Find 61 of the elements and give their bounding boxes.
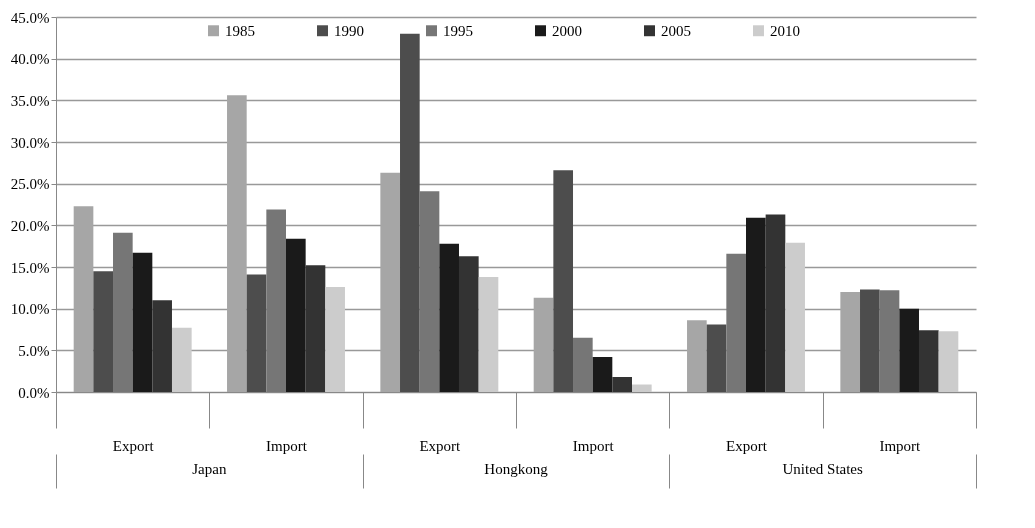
bar [840,292,861,392]
y-tick-label: 10.0% [10,301,50,318]
bar [706,324,727,392]
bar [246,274,267,392]
y-tick-label: 40.0% [10,51,50,68]
legend-label: 2010 [770,22,800,39]
y-tick-label: 35.0% [10,92,50,109]
x-tick-label: Export [419,437,462,454]
x-tick-label: Import [266,437,308,454]
bar [918,330,939,392]
bar [266,209,286,392]
bar [631,384,652,392]
bar [687,320,707,392]
bar [765,214,786,392]
x-tick-label: Import [572,437,615,454]
bar [400,33,420,392]
bar [592,357,613,392]
x-tick-label: Export [726,437,768,454]
bar [73,206,94,392]
legend-label: 1995 [443,22,473,39]
bar [533,297,554,392]
text: Hongkong [484,461,549,477]
bar [860,289,880,392]
y-tick-label: 0.0% [18,384,50,401]
bar [171,327,192,392]
bar [227,95,247,392]
bar [380,172,401,392]
bar [305,265,326,392]
bar [478,277,499,392]
y-tick-label: 20.0% [10,217,50,234]
bar [325,287,345,392]
bar [785,242,805,392]
bar [573,337,593,392]
legend-label: 2000 [552,22,582,39]
y-tick-label: 5.0% [18,342,50,359]
bar [458,256,479,392]
legend-label: 2005 [661,22,691,39]
bar [938,331,959,392]
bar [152,300,172,392]
text: United States [782,461,864,477]
x-tick-label: Import [879,437,922,454]
bar [612,377,632,392]
bar [553,170,574,392]
x-tick-label: Export [112,437,155,454]
bar [419,191,440,392]
y-tick-label: 30.0% [10,134,50,151]
bar [879,290,900,392]
bar [726,253,746,392]
legend-label: 1990 [334,22,364,39]
bar [132,252,153,392]
legend-label: 1985 [225,22,255,39]
text: Japan [192,461,227,477]
bar [439,243,459,392]
bar [899,308,919,392]
y-tick-label: 45.0% [10,9,50,26]
y-tick-label: 25.0% [10,176,50,193]
y-tick-label: 15.0% [10,259,50,276]
bar [113,232,133,392]
bar [746,217,766,392]
bar [93,271,114,392]
bar [286,238,306,392]
